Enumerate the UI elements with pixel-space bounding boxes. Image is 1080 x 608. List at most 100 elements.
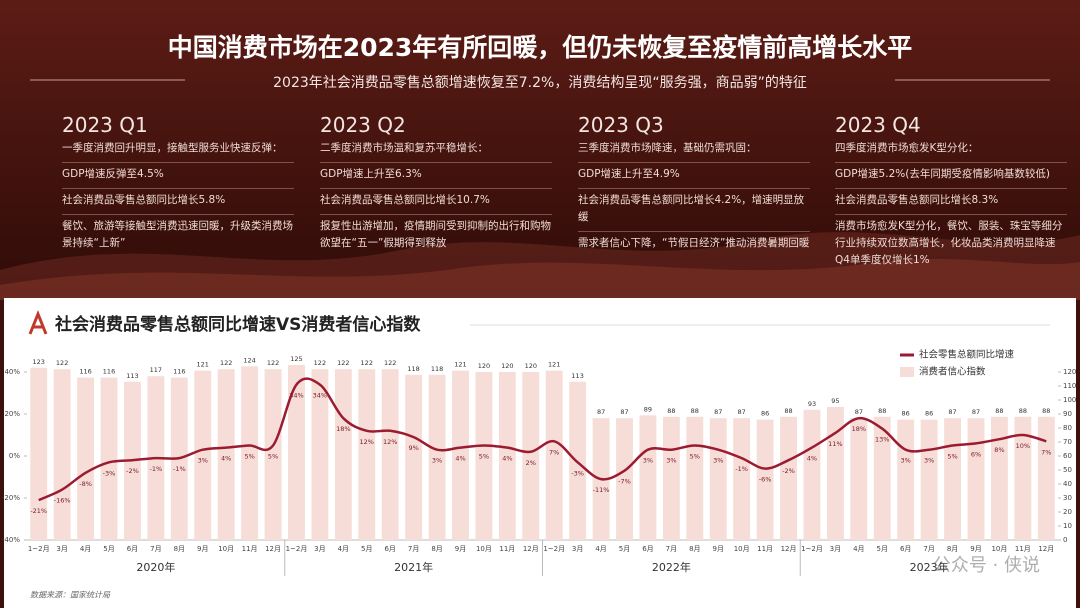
bar [990,416,1008,540]
bar [967,418,985,540]
x-tick-label: 11月 [757,545,773,553]
x-tick-label: 10月 [734,545,750,553]
bar [686,416,704,540]
x-tick-label: 4月 [595,545,606,553]
line-label: 12% [383,438,397,446]
bar-label: 118 [431,365,443,373]
x-tick-label: 6月 [642,545,653,553]
y2-tick-label: 0 [1063,536,1067,544]
line-label: 8% [994,446,1004,454]
bar-label: 87 [972,408,980,416]
line-label: 6% [971,450,981,458]
quarter-item: 需求者信心下降，“节假日经济”推动消费暑期回暖 [578,231,810,252]
year-label: 2022年 [652,560,691,574]
x-tick-label: 9月 [713,545,724,553]
bar-label: 88 [878,407,886,415]
bar [194,370,212,540]
line-label: 18% [336,425,350,433]
bar [264,369,282,540]
legend-label: 消费者信心指数 [919,366,986,378]
quarter-item: 社会消费品零售总额同比增长8.3% [835,188,1067,209]
line-label: 12% [360,438,374,446]
line-label: -16% [54,497,71,505]
x-tick-label: 12月 [781,545,797,553]
x-tick-label: 6月 [900,545,911,553]
x-tick-label: 6月 [127,545,138,553]
x-tick-label: 10月 [991,545,1007,553]
bar [850,418,868,540]
x-tick-label: 8月 [947,545,958,553]
bar-label: 121 [197,361,209,369]
bar-label: 120 [501,362,513,370]
bar-label: 117 [150,366,162,374]
line-label: 3% [901,457,911,465]
line-label: 5% [690,453,700,461]
bar [873,416,891,540]
x-tick-label: 4月 [80,545,91,553]
line-label: 3% [924,457,934,465]
bar [311,369,329,540]
bar-label: 120 [478,362,490,370]
line-label: 4% [502,455,512,463]
quarter-intro: 一季度消费回升明显，接触型服务业快速反弹： [62,142,283,154]
bar [428,374,446,540]
line-label: 9% [408,444,418,452]
bar-label: 124 [243,356,255,364]
x-tick-label: 5月 [619,545,630,553]
x-tick-label: 4月 [338,545,349,553]
line-label: 7% [1041,448,1051,456]
x-tick-label: 6月 [384,545,395,553]
bar-label: 116 [103,368,115,376]
bar-label: 113 [571,372,583,380]
subtitle: 2023年社会消费品零售总额增速恢复至7.2%，消费结构呈现“服务强，商品弱”的… [273,75,807,91]
year-label: 2021年 [394,560,433,574]
quarter-item: GDP增速5.2%(去年同期受疫情影响基数较低) [835,162,1067,183]
line-label: -6% [759,476,772,484]
bar [30,367,48,540]
bar [452,370,469,540]
bar-label: 116 [79,368,91,376]
y2-tick-label: 70 [1063,438,1072,446]
quarter-item: 消费市场愈发K型分化，餐饮、服装、珠宝等细分行业持续双位数高增长，化妆品类消费明… [835,214,1067,269]
logo [28,309,48,335]
line-label: -11% [593,486,610,494]
x-tick-label: 7月 [150,545,161,553]
bar [897,419,915,540]
x-tick-label: 3月 [572,545,583,553]
bar-label: 121 [454,361,466,369]
bar [709,418,727,540]
x-tick-label: 9月 [455,545,466,553]
bar [522,372,540,540]
bar-label: 87 [855,408,863,416]
line-label: -3% [103,469,116,477]
line-label: 3% [432,457,442,465]
line-label: 5% [479,453,489,461]
x-tick-label: 7月 [923,545,934,553]
bar [100,377,118,540]
bar-label: 87 [620,408,628,416]
legend-label: 社会零售总额同比增速 [919,349,1015,361]
bar-label: 88 [784,407,792,415]
bar [662,416,680,540]
y2-tick-label: 100 [1063,396,1076,404]
source: 数据来源：国家统计局 [30,591,111,600]
x-tick-label: 8月 [431,545,442,553]
year-label: 2020年 [136,560,175,574]
x-tick-label: 9月 [970,545,981,553]
bar-label: 86 [902,410,910,418]
bar-label: 113 [126,372,138,380]
quarter-intro: 三季度消费市场降速，基础仍需巩固： [578,142,757,154]
y2-tick-label: 110 [1063,382,1076,390]
y2-tick-label: 60 [1063,452,1072,460]
x-tick-label: 12月 [265,545,281,553]
bar [920,419,938,540]
x-tick-label: 10月 [218,545,234,553]
y-tick-label: 40% [4,368,20,376]
x-tick-label: 8月 [689,545,700,553]
x-tick-label: 1~2月 [801,545,823,553]
quarter-item: GDP增速反弹至4.5% [62,162,294,183]
bar-label: 123 [33,358,45,366]
bar [288,365,305,540]
bar-label: 122 [337,359,349,367]
quarter-item: GDP增速上升至6.3% [320,162,552,183]
